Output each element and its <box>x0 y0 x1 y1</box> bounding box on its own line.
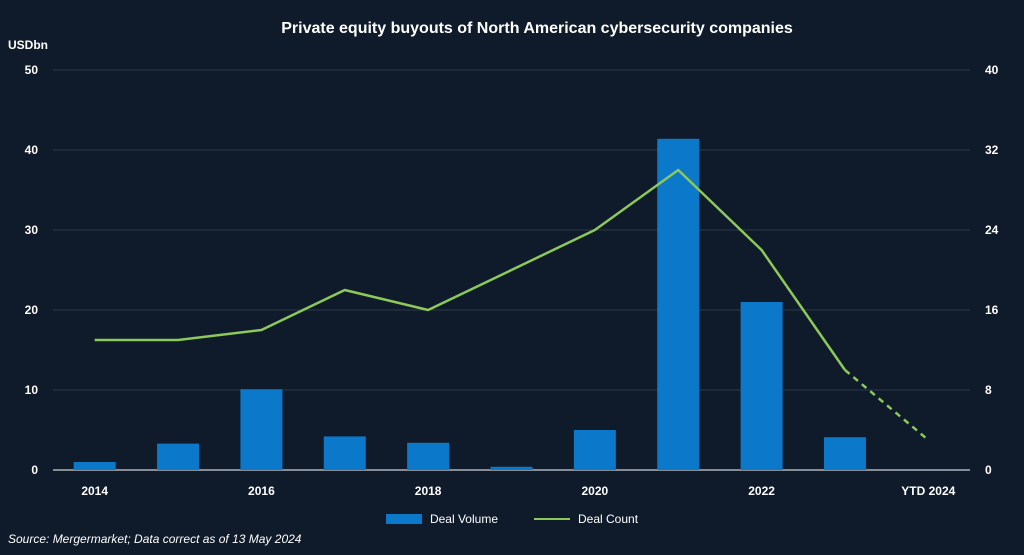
x-tick-label: 2016 <box>248 484 275 498</box>
line-deal-count <box>94 168 930 441</box>
line-deal-count-solid <box>94 168 846 371</box>
bar-deal-volume <box>240 389 283 470</box>
bar-deal-volume <box>157 443 200 470</box>
legend-item-deal-volume: Deal Volume <box>385 512 498 526</box>
legend-swatch-bar <box>385 514 422 524</box>
legend-item-deal-count: Deal Count <box>534 512 638 526</box>
legend-label-deal-volume: Deal Volume <box>429 512 498 526</box>
y-tick-label: 40 <box>25 143 39 157</box>
y-tick-label: 30 <box>25 223 39 237</box>
legend: Deal Volume Deal Count <box>0 512 1024 526</box>
bar-deal-volume <box>73 462 116 470</box>
bar-deal-volume <box>407 442 450 470</box>
bar-deal-volume <box>823 437 866 470</box>
x-axis-ticks: 2014 2016 2018 2020 2022 YTD 2024 <box>81 484 955 498</box>
bars-deal-volume <box>73 138 866 471</box>
x-tick-label: 2014 <box>81 484 108 498</box>
y2-tick-label: 8 <box>985 383 992 397</box>
y2-tick-label: 16 <box>985 303 999 317</box>
x-tick-label: YTD 2024 <box>901 484 955 498</box>
source-note: Source: Mergermarket; Data correct as of… <box>8 532 302 546</box>
y2-tick-label: 32 <box>985 143 999 157</box>
bar-deal-volume <box>657 138 700 471</box>
x-tick-label: 2020 <box>582 484 609 498</box>
chart-title: Private equity buyouts of North American… <box>281 20 793 37</box>
bar-deal-volume <box>573 430 616 470</box>
legend-label-deal-count: Deal Count <box>578 512 639 526</box>
x-tick-label: 2018 <box>415 484 442 498</box>
bar-deal-volume <box>490 466 533 470</box>
bar-deal-volume <box>740 302 783 470</box>
y2-tick-label: 24 <box>985 223 999 237</box>
y2-tick-label: 0 <box>985 463 992 477</box>
y-tick-label: 50 <box>25 63 39 77</box>
y-axis-right-ticks: 0 8 16 24 32 40 <box>985 63 999 477</box>
legend-swatch-line <box>534 518 570 520</box>
line-deal-count-dashed <box>844 369 930 441</box>
y-tick-label: 20 <box>25 303 39 317</box>
bar-deal-volume <box>323 436 366 470</box>
y-axis-left-ticks: 0 10 20 30 40 50 <box>25 63 39 477</box>
y2-tick-label: 40 <box>985 63 999 77</box>
x-tick-label: 2022 <box>748 484 775 498</box>
y-tick-label: 10 <box>25 383 39 397</box>
y-tick-label: 0 <box>31 463 38 477</box>
y-axis-unit-label: USDbn <box>8 38 48 52</box>
